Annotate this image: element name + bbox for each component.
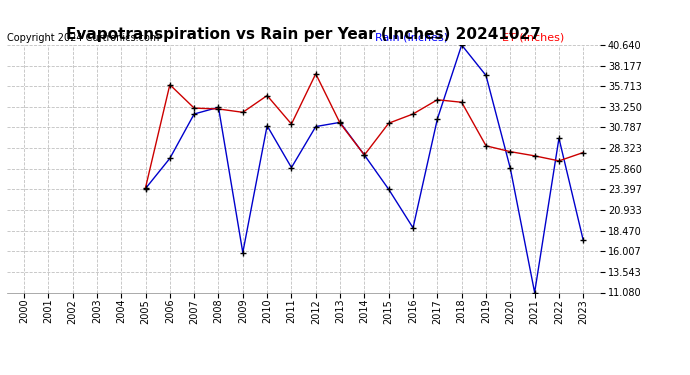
Text: ET (Inches): ET (Inches) [502, 33, 564, 42]
Title: Evapotranspiration vs Rain per Year (Inches) 20241027: Evapotranspiration vs Rain per Year (Inc… [66, 27, 541, 42]
Text: Rain (Inches): Rain (Inches) [375, 33, 448, 42]
Text: Copyright 2024 Curtronics.com: Copyright 2024 Curtronics.com [7, 33, 159, 42]
